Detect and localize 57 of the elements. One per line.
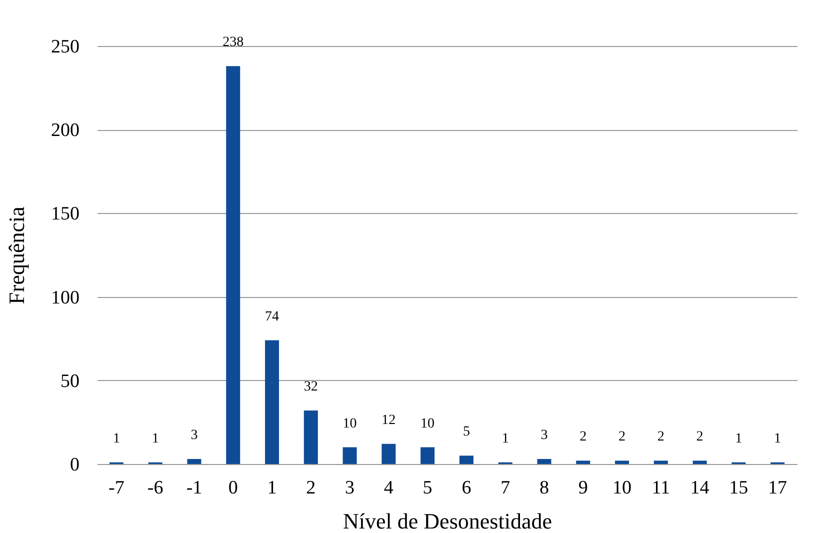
x-tick-label: 8 xyxy=(539,478,549,498)
x-tick-label: 4 xyxy=(384,478,394,498)
y-tick-label: 250 xyxy=(51,36,80,58)
data-label: 2 xyxy=(696,430,704,445)
data-label: 2 xyxy=(657,430,664,445)
x-tick-label: 17 xyxy=(768,478,788,498)
data-label: 3 xyxy=(190,428,198,443)
x-tick-label: 7 xyxy=(500,478,510,498)
y-tick-label: 150 xyxy=(51,204,80,225)
data-label: 2 xyxy=(618,430,626,445)
bar xyxy=(615,460,629,464)
x-tick-label: 3 xyxy=(345,478,355,498)
y-tick-label: 0 xyxy=(70,454,80,476)
bar xyxy=(226,66,240,464)
bar xyxy=(576,460,590,464)
x-tick-label: 11 xyxy=(652,478,670,498)
bar xyxy=(342,447,357,464)
data-label: 1 xyxy=(774,431,782,446)
bar xyxy=(304,410,318,464)
x-tick-label: 1 xyxy=(267,478,277,498)
y-tick-label: 50 xyxy=(60,370,80,392)
data-label: 10 xyxy=(342,416,357,432)
bar xyxy=(420,447,435,464)
x-tick-label: 0 xyxy=(228,478,238,498)
y-axis-title: Frequência xyxy=(4,206,29,304)
x-tick-label: 9 xyxy=(578,478,588,498)
x-tick-label: -7 xyxy=(108,478,124,498)
data-label: 1 xyxy=(152,431,159,446)
data-label: 3 xyxy=(540,428,548,443)
data-label: 12 xyxy=(382,412,396,428)
data-label: 2 xyxy=(580,430,587,445)
x-tick-label: 14 xyxy=(690,478,710,498)
data-label: 238 xyxy=(222,35,244,50)
bar xyxy=(187,458,202,464)
x-tick-label: 2 xyxy=(306,478,316,498)
x-tick-label: 5 xyxy=(422,478,432,498)
x-tick-label: 6 xyxy=(462,478,472,498)
data-label: 10 xyxy=(420,416,435,432)
bar xyxy=(265,340,279,464)
data-label: 1 xyxy=(112,431,120,446)
bar xyxy=(654,460,668,464)
x-tick-label: -6 xyxy=(147,478,164,498)
x-axis-title: Nível de Desonestidade xyxy=(343,508,552,533)
y-tick-label: 200 xyxy=(51,120,80,142)
x-tick-label: -1 xyxy=(186,478,202,498)
bar xyxy=(692,460,707,464)
data-label: 1 xyxy=(735,431,742,446)
bar xyxy=(382,444,396,464)
x-tick-label: 10 xyxy=(612,478,632,498)
bar xyxy=(459,456,474,464)
x-tick-label: 15 xyxy=(729,478,748,498)
data-label: 32 xyxy=(304,379,318,394)
data-label: 1 xyxy=(502,431,509,446)
bar xyxy=(537,458,552,464)
data-label: 74 xyxy=(265,309,279,324)
y-tick-label: 100 xyxy=(51,287,80,308)
data-label: 5 xyxy=(462,424,470,440)
